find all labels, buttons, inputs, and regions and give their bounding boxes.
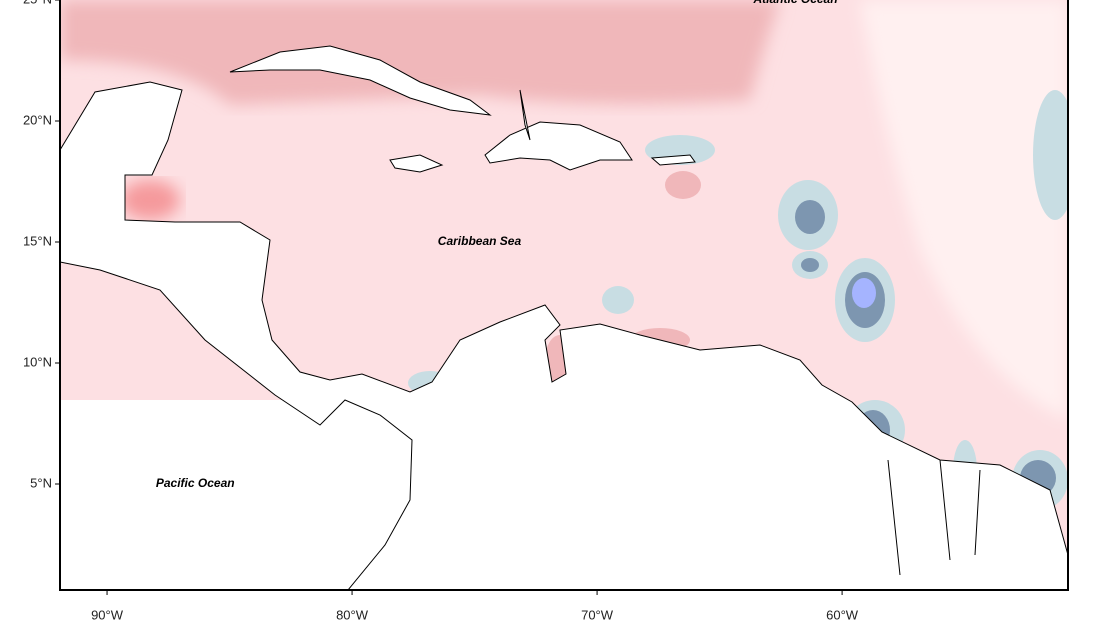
lat-tick-label: 15°N — [23, 233, 52, 248]
place-label: Pacific Ocean — [156, 476, 235, 490]
place-label: Atlantic Ocean — [753, 0, 838, 6]
lon-tick-label: 60°W — [826, 607, 859, 622]
lon-tick-label: 90°W — [91, 607, 124, 622]
lat-tick-label: 25°N — [23, 0, 52, 6]
map-frame — [59, 0, 1069, 591]
lat-tick-label: 5°N — [30, 475, 52, 490]
lat-tick-label: 10°N — [23, 354, 52, 369]
coastlines — [60, 45, 1068, 590]
lat-tick-label: 20°N — [23, 112, 52, 127]
place-label: Caribbean Sea — [438, 234, 522, 248]
lon-tick-label: 70°W — [581, 607, 614, 622]
lon-tick-label: 80°W — [336, 607, 369, 622]
